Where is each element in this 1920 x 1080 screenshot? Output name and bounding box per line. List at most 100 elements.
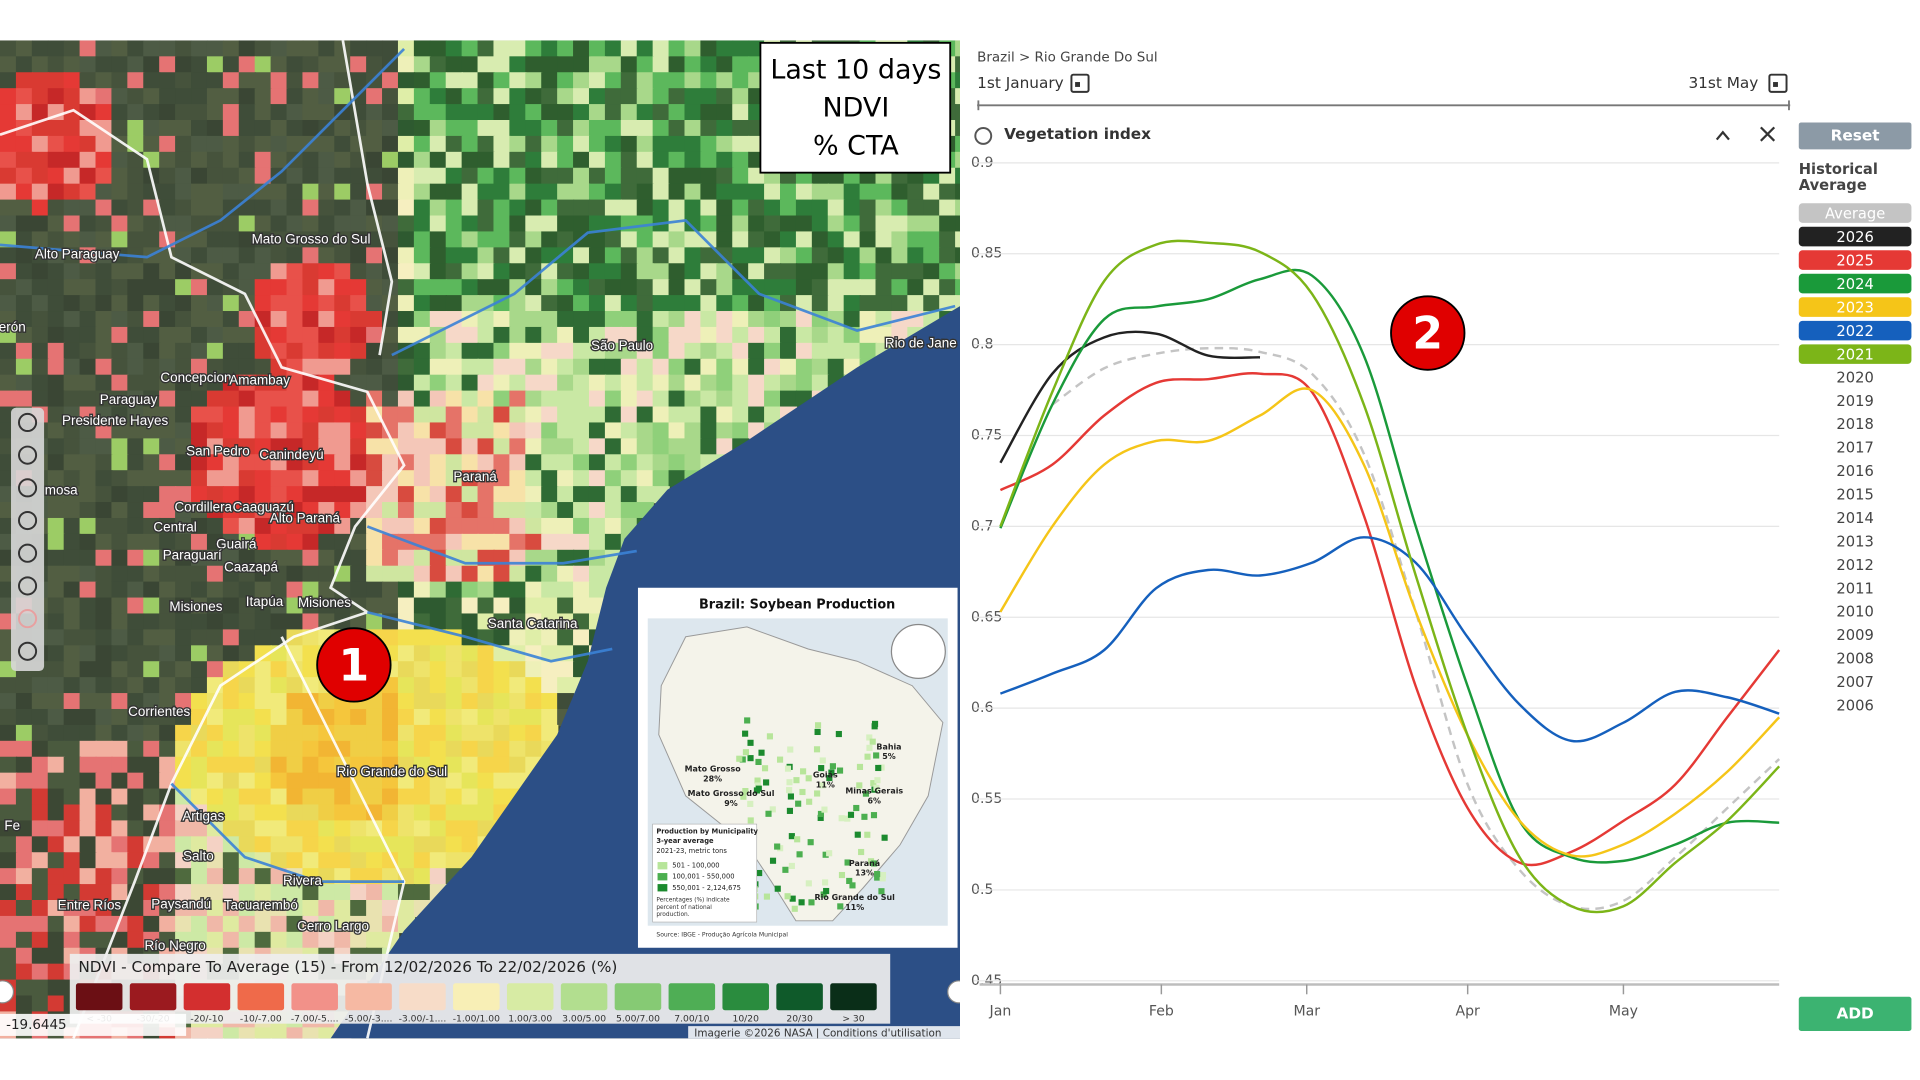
inset-cell <box>820 891 827 898</box>
map-cell <box>652 311 670 329</box>
map-cell <box>700 358 718 376</box>
legend-button[interactable] <box>1798 320 1912 341</box>
map-cell <box>47 677 65 695</box>
calendar-icon[interactable] <box>1768 73 1788 93</box>
calendar-icon[interactable] <box>1070 73 1090 93</box>
zoom-in-button[interactable] <box>18 445 38 465</box>
reset-button[interactable] <box>1798 122 1912 150</box>
map-cell <box>286 931 304 949</box>
map-cell <box>397 358 416 376</box>
map-cell <box>206 104 225 122</box>
map-cell <box>557 677 575 695</box>
legend-button[interactable] <box>1798 226 1912 247</box>
map-cell <box>557 183 575 201</box>
map-cell <box>318 884 336 902</box>
map-cell <box>143 374 161 392</box>
map-cell <box>175 342 193 360</box>
year-option[interactable]: 2010 <box>1836 604 1873 621</box>
map-cell <box>206 565 225 583</box>
map-cell <box>15 56 34 74</box>
map-cell <box>477 693 495 711</box>
map-cell <box>525 470 543 488</box>
map-cell <box>206 836 225 854</box>
map-cell <box>318 167 336 185</box>
legend-button[interactable] <box>1798 344 1912 364</box>
year-option[interactable]: 2008 <box>1836 651 1873 668</box>
map-cell <box>79 804 97 822</box>
map-cell <box>413 438 432 456</box>
map-cell <box>286 549 304 567</box>
collapse-button[interactable] <box>1715 130 1730 141</box>
map-cell <box>429 406 447 424</box>
map-cell <box>238 151 256 169</box>
map-cell <box>254 708 272 727</box>
inset-cell <box>819 757 826 764</box>
map-cell <box>159 565 177 583</box>
year-option[interactable]: 2009 <box>1836 627 1873 644</box>
legend-button[interactable] <box>1798 273 1912 294</box>
map-cell <box>541 183 559 201</box>
map-layers-button[interactable] <box>18 412 38 432</box>
map-cell <box>413 804 432 822</box>
year-option[interactable]: 2016 <box>1836 463 1873 480</box>
legend-button[interactable] <box>1798 203 1912 223</box>
map-cell <box>350 183 368 201</box>
map-cell <box>111 470 129 488</box>
map-cell <box>15 199 34 217</box>
map-cell <box>684 406 702 424</box>
map-cell <box>143 40 161 58</box>
place-label: Fe <box>4 818 20 833</box>
year-option[interactable]: 2006 <box>1836 697 1873 714</box>
map-cell <box>143 740 161 758</box>
map-cell <box>206 756 225 774</box>
year-option[interactable]: 2018 <box>1836 416 1873 433</box>
inset-cell <box>870 812 878 819</box>
map-cell <box>445 88 463 106</box>
target-button[interactable] <box>18 609 38 629</box>
map-cell <box>286 597 304 615</box>
map-cell <box>206 40 225 58</box>
year-option[interactable]: 2007 <box>1836 674 1873 691</box>
map-cell <box>382 693 400 711</box>
series-line <box>999 387 1781 858</box>
map-cell <box>557 374 575 392</box>
map-cell <box>222 533 240 552</box>
locate-button[interactable] <box>18 510 38 531</box>
year-option[interactable]: 2013 <box>1836 533 1873 550</box>
map-cell <box>684 199 702 217</box>
legend-button[interactable] <box>1798 297 1912 317</box>
map-cell <box>573 104 591 122</box>
map-cell <box>716 88 734 106</box>
nav-left[interactable] <box>0 980 15 1004</box>
zoom-out-button[interactable] <box>18 478 38 498</box>
map-cell <box>318 820 336 838</box>
map-cell <box>493 533 511 552</box>
measure-button[interactable] <box>18 576 38 596</box>
map-cell <box>541 661 559 679</box>
draw-button[interactable] <box>18 641 38 661</box>
map-cell <box>573 454 591 472</box>
map-cell <box>302 263 320 281</box>
map-cell <box>477 772 495 790</box>
close-button[interactable] <box>1760 126 1776 142</box>
nav-right[interactable] <box>947 980 970 1004</box>
year-option[interactable]: 2011 <box>1836 580 1873 597</box>
map-cell <box>588 502 607 520</box>
map-cell <box>461 533 479 552</box>
add-button[interactable] <box>1798 996 1912 1032</box>
map-cell <box>780 215 798 233</box>
map-cell <box>302 199 320 217</box>
map-cell <box>843 215 861 233</box>
year-option[interactable]: 2017 <box>1836 440 1873 457</box>
search-button[interactable] <box>18 543 38 563</box>
map-cell <box>0 915 18 934</box>
map-cell <box>191 836 209 854</box>
year-option[interactable]: 2019 <box>1836 393 1873 410</box>
map-cell <box>397 151 416 169</box>
year-option[interactable]: 2014 <box>1836 510 1873 527</box>
year-option[interactable]: 2020 <box>1836 369 1873 386</box>
year-option[interactable]: 2015 <box>1836 487 1873 504</box>
legend-button[interactable] <box>1798 250 1912 270</box>
year-option[interactable]: 2012 <box>1836 557 1873 574</box>
